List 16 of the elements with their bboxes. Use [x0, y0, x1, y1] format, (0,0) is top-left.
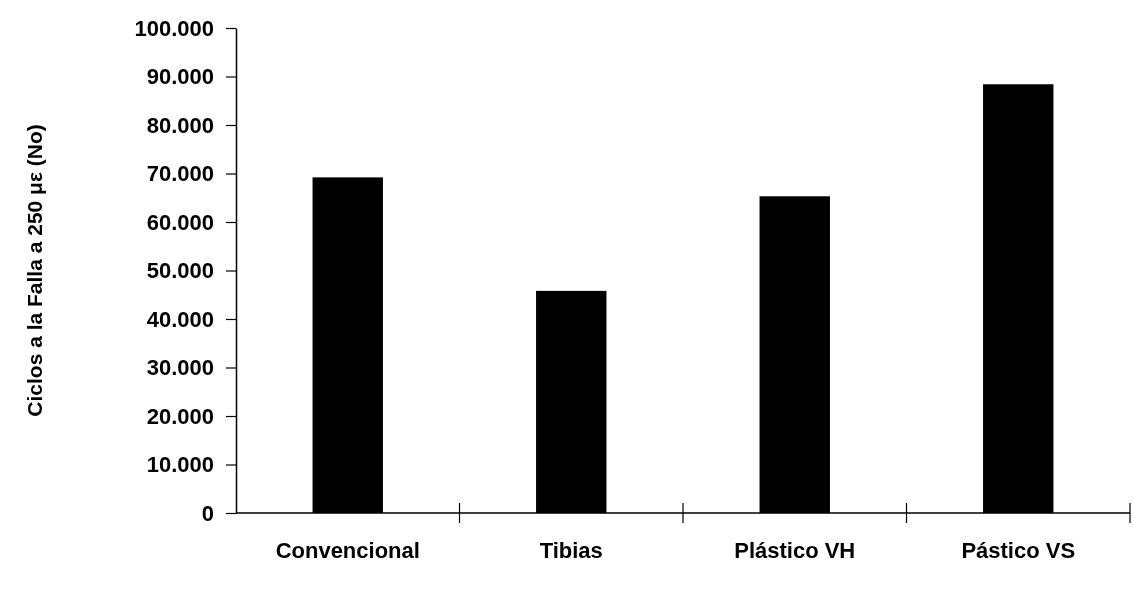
y-tick-label: 20.000: [146, 403, 214, 429]
x-tick-label: Convencional: [275, 538, 420, 563]
y-tick-label: 50.000: [146, 258, 214, 284]
x-tick-label: Plástico VH: [734, 538, 856, 563]
y-axis-title: Ciclos a la Falla a 250 με (No): [23, 124, 46, 417]
y-tick-label: 90.000: [146, 64, 214, 90]
y-tick-label: 60.000: [146, 209, 214, 235]
x-tick-label: Tibias: [539, 538, 603, 563]
y-tick-label: 70.000: [146, 161, 214, 187]
y-tick-label: 10.000: [146, 452, 214, 478]
y-tick-label: 40.000: [146, 306, 214, 332]
y-tick-label: 30.000: [146, 355, 214, 381]
x-tick-label: Pástico VS: [961, 538, 1076, 563]
y-tick-label: 100.000: [134, 15, 214, 41]
y-tick-label: 80.000: [146, 112, 214, 138]
y-tick-label: 0: [201, 500, 214, 526]
